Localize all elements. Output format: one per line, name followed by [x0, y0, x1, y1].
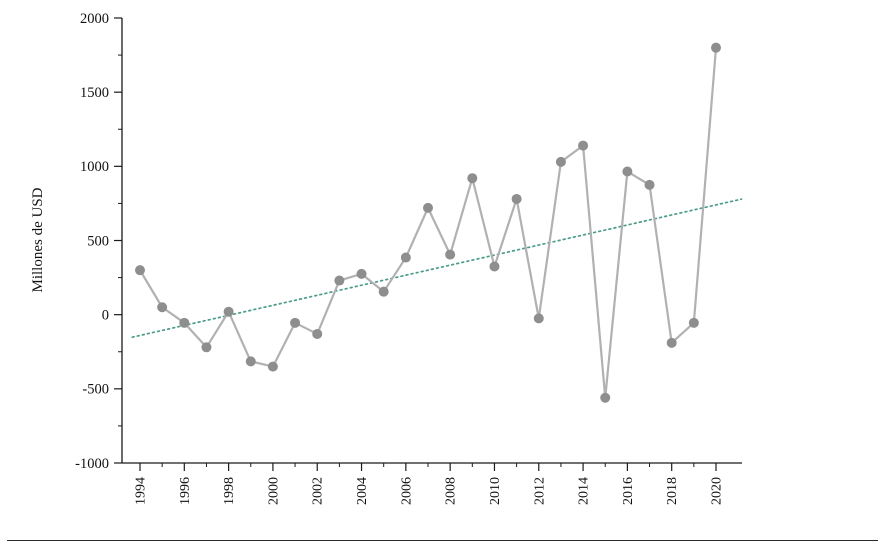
data-point-marker — [511, 193, 522, 204]
y-tick-label: 0 — [102, 307, 109, 323]
data-point-marker — [157, 302, 168, 313]
y-axis-label: Millones de USD — [30, 187, 46, 293]
data-point-marker — [489, 261, 500, 272]
data-point-marker — [533, 313, 544, 324]
data-line — [139, 47, 718, 399]
data-point-marker — [688, 317, 699, 328]
data-point-marker — [179, 317, 190, 328]
x-tick-label: 1998 — [222, 477, 237, 505]
x-tick-label: 2008 — [444, 477, 459, 505]
data-point-marker — [223, 306, 234, 317]
data-point-marker — [267, 361, 278, 372]
line-chart: -1000 -500 0 500 1000 1500 2000 1994 1996 1998 200… — [75, 11, 743, 505]
data-point-marker — [711, 42, 721, 53]
x-tick-label: 2020 — [710, 477, 725, 505]
data-point-marker — [600, 392, 611, 403]
x-tick-label: 2010 — [488, 477, 503, 505]
data-point-marker — [467, 173, 478, 184]
x-tick-label: 1996 — [178, 477, 193, 505]
data-point-marker — [622, 166, 633, 177]
x-tick-label: 2018 — [665, 477, 680, 505]
y-tick-label: 1500 — [80, 85, 109, 101]
x-tick-label: 2016 — [621, 477, 636, 505]
data-point-marker — [356, 268, 367, 279]
y-tick-label: -500 — [82, 382, 109, 398]
x-tick-label: 2002 — [311, 477, 326, 505]
data-point-marker — [201, 342, 212, 353]
data-point-marker — [644, 179, 655, 190]
y-tick-label: -1000 — [75, 456, 109, 472]
data-point-marker — [555, 156, 566, 167]
x-tick-label: 1994 — [134, 477, 149, 505]
x-tick-label: 2014 — [577, 477, 592, 505]
x-tick-label: 2000 — [266, 477, 281, 505]
data-point-marker — [666, 337, 677, 348]
y-tick-label: 500 — [87, 233, 109, 249]
trend-line — [131, 198, 743, 339]
x-tick-label: 2012 — [532, 477, 547, 505]
data-point-marker — [578, 140, 589, 151]
data-point-marker — [445, 249, 456, 260]
data-point-marker — [400, 252, 411, 263]
x-tick-label: 2006 — [399, 477, 414, 505]
data-point-marker — [135, 265, 145, 276]
data-point-marker — [423, 202, 433, 213]
data-point-marker — [378, 286, 389, 297]
y-tick-label: 1000 — [80, 159, 109, 175]
bottom-divider — [7, 540, 878, 541]
data-point-marker — [334, 275, 345, 286]
y-tick-label: 2000 — [80, 11, 109, 27]
x-tick-label: 2004 — [355, 477, 370, 505]
data-point-marker — [312, 328, 323, 339]
data-point-marker — [245, 356, 256, 367]
data-point-marker — [290, 317, 301, 328]
